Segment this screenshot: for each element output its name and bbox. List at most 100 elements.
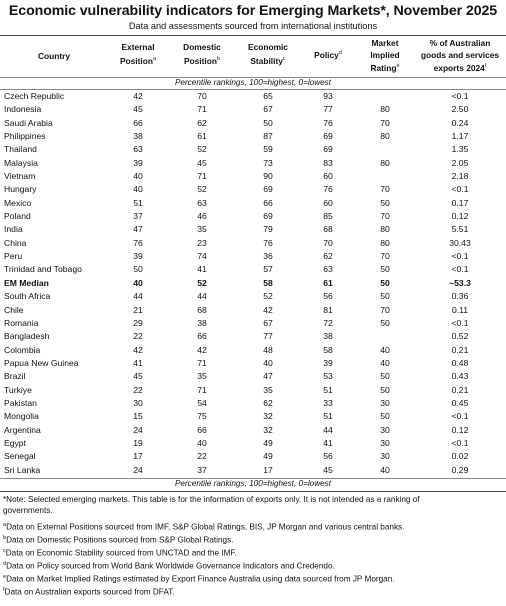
cell-external-position: 63: [133, 144, 143, 155]
cell-economic-stability: 65: [263, 91, 273, 101]
cell-external-position: 76: [133, 237, 143, 248]
cell-policy: 85: [323, 211, 333, 222]
cell-external-position: 42: [133, 91, 143, 101]
cell-exports-share: 1.35: [451, 144, 469, 155]
table-row: Colombia 42 42 48 58 40 0.21: [0, 344, 506, 357]
cell-external-position: 29: [133, 317, 143, 328]
cell-country: Chile: [4, 304, 24, 315]
cell-exports-share: 0.36: [451, 291, 469, 302]
table-row: Brazil 45 35 47 53 50 0.43: [0, 370, 506, 383]
table-row: South Africa 44 44 52 56 50 0.36: [0, 290, 506, 303]
cell-external-position: 39: [133, 157, 143, 168]
cell-market-implied-rating: 30: [380, 424, 390, 435]
cell-country: Papua New Guinea: [4, 357, 79, 368]
cell-country: Trinidad and Tobago: [4, 264, 82, 275]
cell-policy: 60: [323, 197, 333, 208]
cell-economic-stability: 66: [263, 197, 273, 208]
table-row: Chile 21 68 42 81 70 0.11: [0, 304, 506, 317]
table-row: Thailand 63 52 59 69 1.35: [0, 143, 506, 156]
cell-economic-stability: 67: [263, 104, 273, 115]
cell-external-position: 21: [133, 304, 143, 315]
cell-country: Pakistan: [4, 397, 37, 408]
page-subtitle: Data and assessments sourced from intern…: [128, 21, 378, 31]
cell-market-implied-rating: [356, 143, 414, 156]
table-row: Trinidad and Tobago 50 41 57 63 50 <0.1: [0, 263, 506, 276]
table-row: Egypt 19 40 49 41 30 <0.1: [0, 437, 506, 450]
cell-policy: 51: [323, 411, 333, 422]
table-row: Mexico 51 63 66 60 50 0.17: [0, 197, 506, 210]
header-top-rule: [0, 35, 506, 36]
cell-external-position: 45: [133, 104, 143, 115]
cell-domestic-position: 44: [197, 291, 207, 302]
cell-country: Saudi Arabia: [4, 117, 53, 128]
cell-exports-share: 2.50: [451, 104, 469, 115]
cell-economic-stability: 79: [263, 224, 273, 235]
cell-economic-stability: 49: [263, 437, 273, 448]
cell-market-implied-rating: [356, 90, 414, 103]
cell-market-implied-rating: 30: [380, 397, 390, 408]
table-row: Argentina 24 66 32 44 30 0.12: [0, 424, 506, 437]
cell-exports-share: ~53.3: [449, 277, 471, 288]
cell-policy: 83: [323, 157, 333, 168]
cell-exports-share: 0.52: [451, 331, 469, 342]
table-row: Romania 29 38 67 72 50 <0.1: [0, 317, 506, 330]
cell-country: Thailand: [4, 144, 37, 155]
cell-market-implied-rating: 40: [380, 464, 390, 475]
cell-domestic-position: 52: [197, 144, 207, 155]
cell-domestic-position: 71: [197, 384, 207, 395]
cell-exports-share: 5.51: [451, 224, 469, 235]
table-row: Papua New Guinea 41 71 40 39 40 0.48: [0, 357, 506, 370]
cell-exports-share: <0.1: [451, 317, 469, 328]
cell-economic-stability: 69: [263, 211, 273, 222]
cell-economic-stability: 59: [263, 144, 273, 155]
cell-market-implied-rating: 80: [380, 224, 390, 235]
ranking-note-bottom: Percentile rankings, 100=highest, 0=lowe…: [174, 479, 332, 488]
cell-country: Indonesia: [4, 104, 42, 115]
cell-country: Hungary: [4, 184, 37, 195]
cell-exports-share: 0.11: [451, 304, 469, 315]
cell-country: Senegal: [4, 451, 36, 462]
cell-policy: 56: [323, 291, 333, 302]
cell-policy: 61: [323, 277, 333, 288]
footnote-c: cData on Economic Stability sourced from…: [3, 548, 237, 558]
cell-external-position: 44: [133, 291, 143, 302]
cell-economic-stability: 48: [263, 344, 273, 355]
cell-external-position: 40: [133, 277, 143, 288]
cell-economic-stability: 67: [263, 317, 273, 328]
cell-policy: 76: [323, 184, 333, 195]
cell-economic-stability: 32: [263, 424, 273, 435]
cell-domestic-position: 70: [197, 91, 207, 101]
cell-external-position: 45: [133, 371, 143, 382]
cell-domestic-position: 23: [197, 237, 207, 248]
footnote-a: aData on External Positions sourced from…: [3, 522, 405, 532]
table-row: China 76 23 76 70 80 30.43: [0, 237, 506, 250]
table-row: Turkiye 22 71 35 51 50 0.21: [0, 384, 506, 397]
cell-external-position: 66: [133, 117, 143, 128]
cell-domestic-position: 40: [197, 437, 207, 448]
cell-economic-stability: 47: [263, 371, 273, 382]
cell-country: Vietnam: [4, 171, 36, 182]
header-bottom-rule: [0, 77, 506, 78]
cell-exports-share: 2.18: [451, 171, 469, 182]
cell-market-implied-rating: 50: [380, 277, 390, 288]
table-row: Hungary 40 52 69 76 70 <0.1: [0, 183, 506, 196]
header-domestic: Domestic Positionb: [183, 42, 221, 66]
table-row-median: EM Median 40 52 58 61 50 ~53.3: [0, 277, 506, 290]
cell-economic-stability: 57: [263, 264, 273, 275]
footnote-d: dData on Policy sourced from World Bank …: [3, 561, 335, 571]
cell-market-implied-rating: 70: [380, 211, 390, 222]
cell-country: Egypt: [4, 437, 26, 448]
notes-top-rule: [0, 491, 506, 492]
cell-external-position: 41: [133, 357, 143, 368]
cell-market-implied-rating: 70: [380, 184, 390, 195]
cell-policy: 39: [323, 357, 333, 368]
cell-exports-share: 0.43: [451, 371, 469, 382]
cell-domestic-position: 71: [197, 104, 207, 115]
table-row: Sri Lanka 24 37 17 45 40 0.29: [0, 464, 506, 477]
cell-domestic-position: 52: [197, 277, 207, 288]
cell-domestic-position: 54: [197, 397, 207, 408]
cell-policy: 45: [323, 464, 333, 475]
table-row: Peru 39 74 36 62 70 <0.1: [0, 250, 506, 263]
cell-country: China: [4, 237, 27, 248]
table-row: Philippines 38 61 87 69 80 1.17: [0, 130, 506, 143]
